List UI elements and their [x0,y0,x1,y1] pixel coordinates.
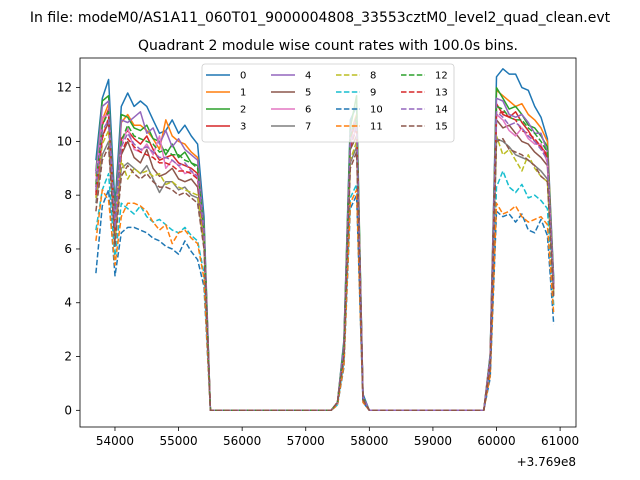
series-layer [95,68,555,412]
legend-label-15: 15 [435,122,448,133]
series-line-8 [95,129,555,412]
series-line-7 [95,137,555,412]
y-tick-label: 6 [64,242,72,256]
series-line-6 [95,113,555,412]
legend-label-1: 1 [240,88,246,99]
legend-label-6: 6 [305,105,311,116]
legend-label-0: 0 [240,71,246,82]
legend-label-9: 9 [370,88,376,99]
x-tick-label: 56000 [223,434,261,448]
x-axis: 54000 55000 56000 57000 58000 59000 60000 61000 [96,427,579,448]
legend-label-2: 2 [240,105,246,116]
x-tick-label: 60000 [477,434,515,448]
axes-frame [79,57,577,428]
legend-label-5: 5 [305,88,311,99]
legend-label-3: 3 [240,122,246,133]
y-tick-label: 0 [64,403,72,417]
series-line-15 [95,137,555,412]
y-axis: 0 2 4 6 8 10 12 [57,81,80,417]
x-tick-label: 55000 [159,434,197,448]
suptitle: In file: modeM0/AS1A11_060T01_9000004808… [30,10,611,26]
legend-label-14: 14 [435,105,448,116]
legend-label-12: 12 [435,71,448,82]
y-tick-label: 8 [64,188,72,202]
series-line-12 [95,105,555,412]
x-tick-label: 57000 [287,434,325,448]
chart-title: Quadrant 2 module wise count rates with … [138,38,518,54]
series-line-14 [95,111,555,412]
y-tick-label: 12 [57,81,72,95]
x-tick-label: 58000 [350,434,388,448]
legend-label-7: 7 [305,122,311,133]
legend-label-10: 10 [370,105,383,116]
legend-box [201,63,455,143]
legend-label-11: 11 [370,122,383,133]
series-line-13 [95,111,555,412]
x-tick-label: 54000 [96,434,134,448]
y-tick-label: 2 [64,350,72,364]
legend-label-4: 4 [305,71,311,82]
series-line-9 [95,170,555,412]
legend-label-13: 13 [435,88,448,99]
x-tick-label: 59000 [414,434,452,448]
legend-label-8: 8 [370,71,376,82]
y-tick-label: 10 [57,134,72,148]
series-line-4 [95,97,555,412]
x-tick-label: 61000 [541,434,579,448]
y-tick-label: 4 [64,296,72,310]
plot-area: 54000 55000 56000 57000 58000 59000 60000 61000… [57,57,579,469]
x-offset-label: +3.769e8 [517,455,576,469]
